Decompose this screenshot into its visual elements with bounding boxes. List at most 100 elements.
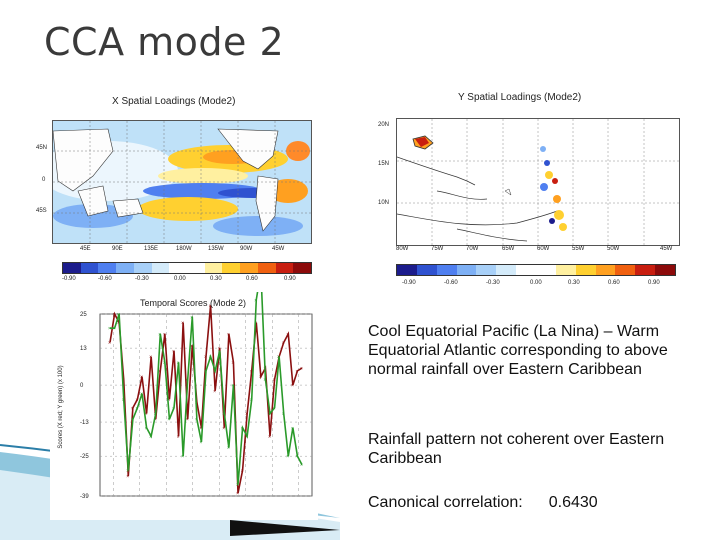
correlation-value: 0.6430 <box>548 494 598 511</box>
y-score-point: × <box>135 406 138 412</box>
y-score-point: × <box>149 434 152 440</box>
y-score-point: × <box>273 406 276 412</box>
x-score-point: × <box>241 468 244 474</box>
y-score-point: × <box>177 360 180 366</box>
y-lon-tick: 80W <box>396 246 409 252</box>
y-colorbar-label: 0.90 <box>648 280 660 286</box>
temporal-title: Temporal Scores (Mode 2) <box>140 298 247 308</box>
x-score-point: × <box>250 369 253 375</box>
y-score-point: × <box>108 326 111 332</box>
y-score-point: × <box>154 412 157 418</box>
colorbar-swatch <box>151 263 170 273</box>
y-score-point: × <box>158 332 161 338</box>
y-score-point: × <box>254 298 257 304</box>
y-colorbar-label: -0.30 <box>486 280 500 286</box>
colorbar-swatch <box>575 265 596 275</box>
x-map-title: X Spatial Loadings (Mode2) <box>112 96 236 107</box>
y-lat-tick: 20N <box>378 122 390 128</box>
x-colorbar-label: 0.00 <box>174 276 186 282</box>
x-score-point: × <box>227 332 230 338</box>
x-score-point: × <box>286 332 289 338</box>
x-spatial-map <box>52 120 312 244</box>
y-lon-tick: 45W <box>660 246 673 252</box>
y-score-point: × <box>131 417 134 423</box>
y-lon-tick: 60W <box>537 246 550 252</box>
x-lon-tick: 135E <box>144 246 159 252</box>
y-colorbar <box>396 264 676 276</box>
y-score-point: × <box>277 355 280 361</box>
x-score-point: × <box>181 321 184 327</box>
x-score-line <box>109 305 303 494</box>
colorbar-swatch <box>187 263 205 273</box>
colorbar-swatch <box>116 263 134 273</box>
x-score-point: × <box>135 397 138 403</box>
y-score-line <box>110 271 303 485</box>
temporal-scores-panel: Temporal Scores (Mode 2) Scores (X red; … <box>50 269 318 520</box>
x-colorbar-label: 0.30 <box>210 276 222 282</box>
x-score-point: × <box>300 366 303 372</box>
y-score-point: × <box>291 426 294 432</box>
colorbar-swatch <box>98 263 117 273</box>
y-map-field <box>397 119 679 245</box>
x-score-point: × <box>145 412 148 418</box>
x-colorbar-label: -0.60 <box>98 276 112 282</box>
y-score-point: × <box>195 417 198 423</box>
colorbar-swatch <box>257 263 276 273</box>
y-score-point: × <box>295 454 298 460</box>
x-score-point: × <box>268 434 271 440</box>
x-score-point: × <box>204 355 207 361</box>
x-score-point: × <box>113 312 116 318</box>
x-colorbar <box>62 262 312 274</box>
x-score-point: × <box>190 343 193 349</box>
x-colorbar-label: 0.60 <box>246 276 258 282</box>
colorbar-swatch <box>275 263 294 273</box>
x-score-point: × <box>291 383 294 389</box>
x-colorbar-label: 0.90 <box>284 276 296 282</box>
x-score-point: × <box>295 369 298 375</box>
y-score-point: × <box>236 483 239 489</box>
x-score-point: × <box>186 417 189 423</box>
colorbar-swatch <box>615 265 636 275</box>
x-score-point: × <box>131 406 134 412</box>
x-score-point: × <box>231 360 234 366</box>
x-score-point: × <box>213 389 216 395</box>
x-score-point: × <box>222 426 225 432</box>
colorbar-swatch <box>536 265 556 275</box>
y-score-point: × <box>250 397 253 403</box>
x-lon-tick: 90E <box>112 246 123 252</box>
y-score-point: × <box>268 412 271 418</box>
x-colorbar-label: -0.90 <box>62 276 76 282</box>
y-lon-tick: 55W <box>572 246 585 252</box>
colorbar-swatch <box>416 265 437 275</box>
y-score-point: × <box>286 454 289 460</box>
y-score-point: × <box>218 349 221 355</box>
colorbar-swatch <box>595 265 616 275</box>
y-score-point: × <box>245 434 248 440</box>
colorbar-swatch <box>516 265 537 275</box>
y-lon-tick: 70W <box>466 246 479 252</box>
colorbar-swatch <box>63 263 81 273</box>
x-score-point: × <box>154 417 157 423</box>
y-tick-label: -13 <box>80 420 89 426</box>
colorbar-swatch <box>80 263 99 273</box>
y-score-point: × <box>163 360 166 366</box>
y-colorbar-label: -0.90 <box>402 280 416 286</box>
x-lon-tick: 45W <box>272 246 285 252</box>
x-map-field <box>53 121 311 243</box>
y-colorbar-label: -0.60 <box>444 280 458 286</box>
colorbar-swatch <box>555 265 576 275</box>
y-score-point: × <box>186 377 189 383</box>
y-score-point: × <box>300 463 303 469</box>
y-lon-tick: 65W <box>502 246 515 252</box>
colorbar-swatch <box>436 265 457 275</box>
x-score-point: × <box>259 375 262 381</box>
colorbar-swatch <box>133 263 152 273</box>
y-tick-label: -39 <box>80 494 89 500</box>
y-map-title: Y Spatial Loadings (Mode2) <box>458 92 582 103</box>
y-tick-label: 25 <box>80 312 87 318</box>
y-score-point: × <box>113 326 116 332</box>
x-score-point: × <box>273 377 276 383</box>
colorbar-swatch <box>240 263 258 273</box>
y-score-point: × <box>122 397 125 403</box>
y-colorbar-label: 0.00 <box>530 280 542 286</box>
